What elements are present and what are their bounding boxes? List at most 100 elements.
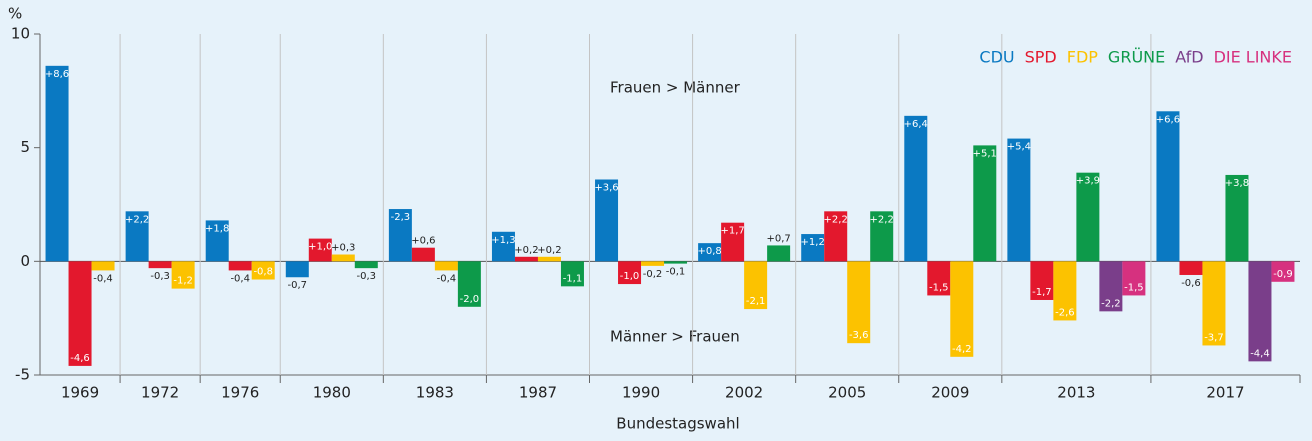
bar xyxy=(721,222,745,262)
bar xyxy=(537,256,561,262)
bar xyxy=(698,243,722,262)
bar xyxy=(1030,261,1054,300)
chart-title: % xyxy=(8,5,22,23)
value-label: -1,1 xyxy=(563,273,583,284)
x-tick-label: 1987 xyxy=(519,384,557,402)
bar xyxy=(354,261,378,269)
value-label: +5,1 xyxy=(973,148,997,159)
bar xyxy=(1248,261,1272,362)
x-tick-label: 2002 xyxy=(725,384,763,402)
bar xyxy=(1179,261,1203,275)
bar xyxy=(847,261,871,344)
bar xyxy=(927,261,951,296)
value-label: +2,2 xyxy=(125,214,149,225)
x-tick-label: 1983 xyxy=(416,384,454,402)
value-label: +1,2 xyxy=(801,237,825,248)
x-tick-label: 1969 xyxy=(61,384,99,402)
value-label: +5,4 xyxy=(1007,142,1031,153)
bar xyxy=(1099,261,1123,312)
bar xyxy=(801,234,825,262)
bar xyxy=(950,261,974,357)
value-label: +0,2 xyxy=(514,245,538,256)
y-tick-label: 0 xyxy=(20,252,30,270)
bar xyxy=(125,211,149,262)
bar xyxy=(1053,261,1077,321)
bar xyxy=(973,145,997,262)
y-tick-label: 10 xyxy=(11,25,30,43)
bar xyxy=(664,261,688,264)
value-label: -4,4 xyxy=(1250,348,1270,359)
value-label: -0,3 xyxy=(357,271,377,282)
x-tick-label: 2005 xyxy=(828,384,866,402)
value-label: -4,6 xyxy=(70,353,90,364)
value-label: +8,6 xyxy=(45,69,69,80)
bar xyxy=(228,261,252,271)
bar xyxy=(1225,174,1249,262)
bar xyxy=(1076,172,1100,262)
bar xyxy=(595,179,619,262)
x-axis-label: Bundestagswahl xyxy=(616,415,739,433)
value-label: -0,6 xyxy=(1181,278,1201,289)
value-label: -0,8 xyxy=(253,267,273,278)
value-label: +6,4 xyxy=(904,119,928,130)
value-label: -0,1 xyxy=(666,267,686,278)
value-label: -0,4 xyxy=(437,273,457,284)
value-label: -3,7 xyxy=(1204,332,1224,343)
legend-entry: CDU xyxy=(979,48,1014,67)
bar xyxy=(285,261,309,278)
bar xyxy=(641,261,665,266)
legend-entry: GRÜNE xyxy=(1108,48,1165,67)
legend-entry: SPD xyxy=(1025,48,1057,67)
bar xyxy=(68,261,92,366)
x-tick-label: 1980 xyxy=(313,384,351,402)
bar xyxy=(45,65,69,262)
value-label: +0,7 xyxy=(766,233,790,244)
x-tick-label: 2009 xyxy=(931,384,969,402)
bar xyxy=(148,261,172,269)
bar xyxy=(1156,111,1180,262)
value-label: +3,6 xyxy=(594,182,618,193)
x-tick-label: 1972 xyxy=(141,384,179,402)
value-label: -1,7 xyxy=(1032,287,1052,298)
bar xyxy=(870,211,894,262)
bar xyxy=(904,115,928,262)
bar xyxy=(308,238,332,262)
value-label: +0,6 xyxy=(411,236,435,247)
bar xyxy=(1007,138,1031,262)
y-tick-label: 5 xyxy=(20,138,30,156)
value-label: -2,6 xyxy=(1055,307,1075,318)
y-tick-label: -5 xyxy=(15,366,30,384)
x-tick-label: 2017 xyxy=(1206,384,1244,402)
bar xyxy=(1202,261,1226,346)
value-label: +0,3 xyxy=(331,243,355,254)
bar xyxy=(251,261,275,280)
x-tick-label: 2013 xyxy=(1057,384,1095,402)
bar xyxy=(744,261,768,310)
value-label: -2,2 xyxy=(1101,298,1121,309)
legend-entry: AfD xyxy=(1175,48,1203,67)
value-label: +0,8 xyxy=(697,246,721,257)
bar xyxy=(205,220,229,262)
value-label: -0,2 xyxy=(643,269,663,280)
legend-entry: DIE LINKE xyxy=(1214,48,1292,67)
bar xyxy=(388,209,412,262)
x-tick-label: 1990 xyxy=(622,384,660,402)
value-label: +3,9 xyxy=(1076,176,1100,187)
bar xyxy=(91,261,115,271)
value-label: -0,9 xyxy=(1273,269,1293,280)
bar xyxy=(618,261,642,285)
bar xyxy=(457,261,481,307)
value-label: +1,3 xyxy=(491,235,515,246)
value-label: -2,0 xyxy=(460,294,480,305)
value-label: -1,5 xyxy=(1124,282,1144,293)
value-label: +2,2 xyxy=(824,214,848,225)
value-label: -1,5 xyxy=(929,282,949,293)
bar xyxy=(411,247,435,262)
bar xyxy=(824,211,848,262)
bar xyxy=(560,261,584,287)
value-label: +1,8 xyxy=(205,223,229,234)
annotation: Frauen > Männer xyxy=(610,79,741,97)
value-label: -0,4 xyxy=(93,273,113,284)
x-tick-label: 1976 xyxy=(221,384,259,402)
